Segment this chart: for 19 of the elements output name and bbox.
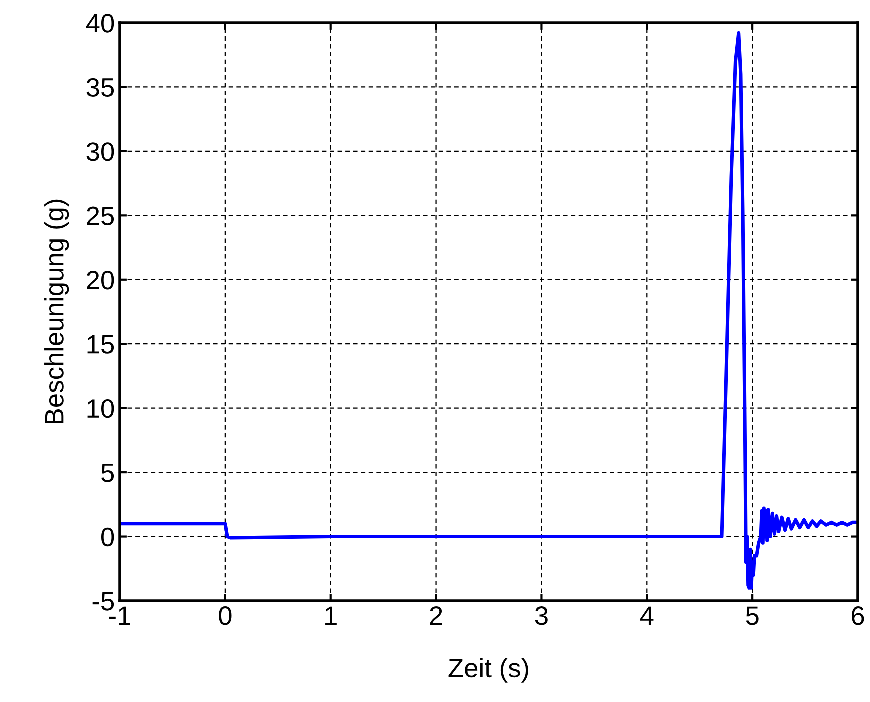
y-tick-label: 10 bbox=[88, 399, 114, 418]
y-tick-label: 35 bbox=[86, 78, 114, 98]
y-tick-label: 40 bbox=[86, 14, 114, 33]
x-tick-label: 2 bbox=[430, 606, 442, 625]
x-tick-label: 6 bbox=[852, 606, 864, 626]
y-tick-label: 25 bbox=[87, 206, 114, 226]
x-axis-title: Zeit (s) bbox=[448, 658, 528, 683]
y-tick-label: 15 bbox=[88, 336, 114, 354]
y-axis-title: Beschleunigung (g) bbox=[44, 200, 70, 424]
y-tick-label: 20 bbox=[87, 271, 114, 290]
x-tick-label: 1 bbox=[326, 606, 337, 625]
x-tick-label: 3 bbox=[535, 606, 548, 626]
y-tick-label: 0 bbox=[101, 528, 114, 547]
line-series bbox=[120, 32, 858, 590]
x-tick-label: 5 bbox=[746, 606, 759, 626]
x-tick-label: 0 bbox=[219, 606, 232, 626]
x-tick-label: 4 bbox=[640, 606, 654, 625]
y-tick-label: 30 bbox=[86, 142, 114, 162]
y-tick-label: 5 bbox=[102, 464, 114, 482]
